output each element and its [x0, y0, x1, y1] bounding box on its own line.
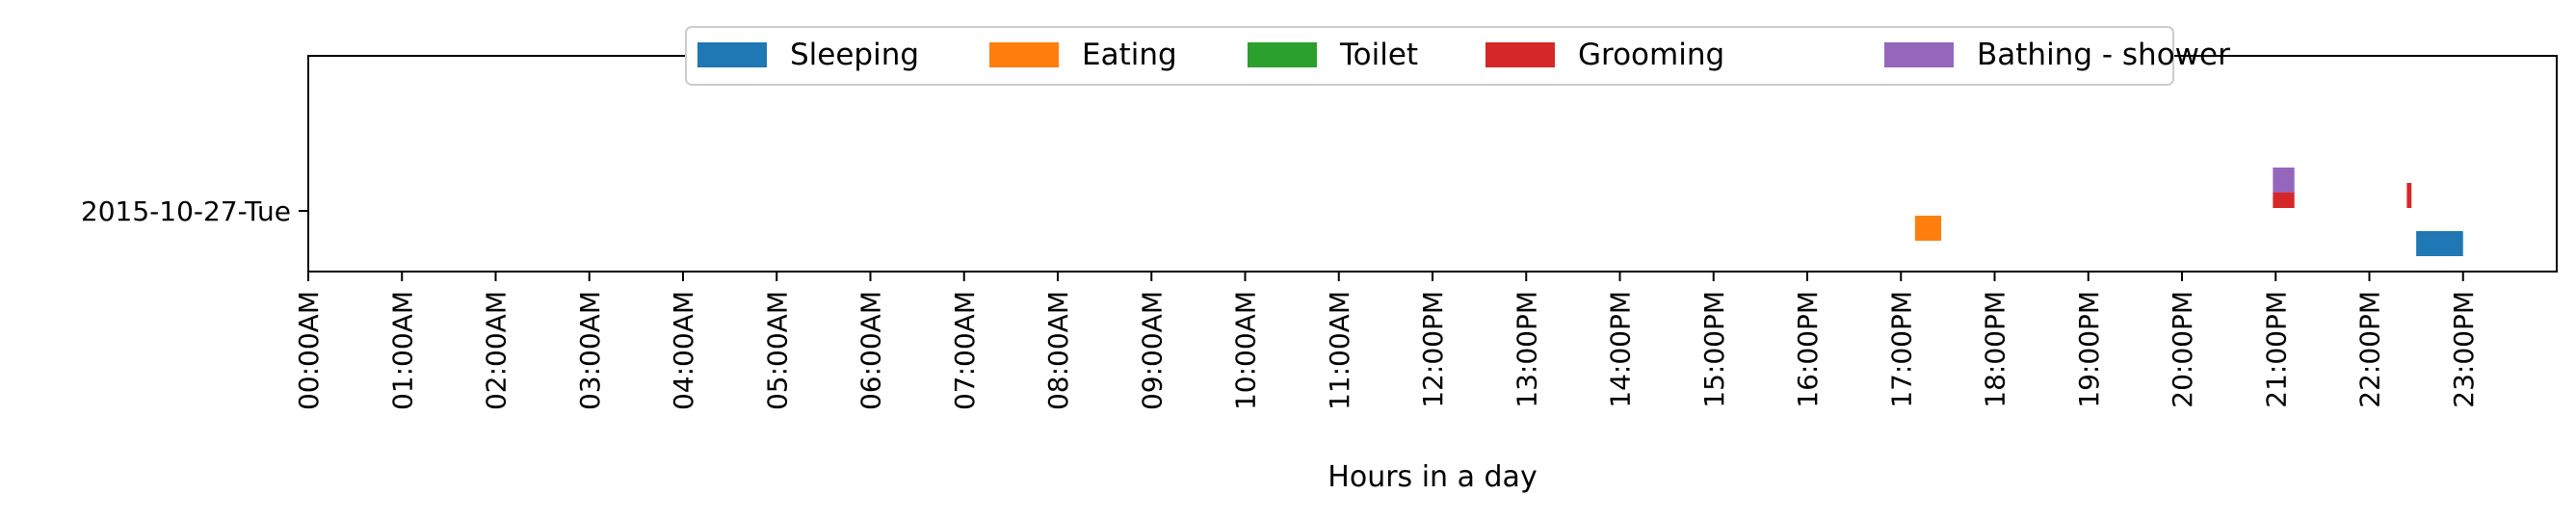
legend: Sleeping Eating Toilet Grooming Bathing - sh… [685, 26, 2230, 86]
activity-bar-bathing-shower [2273, 168, 2295, 193]
x-tick-label: 14:00PM [1605, 291, 1637, 408]
x-tick-label: 10:00AM [1230, 291, 1262, 410]
legend-swatch [1884, 42, 1954, 67]
x-tick-label: 08:00AM [1042, 291, 1074, 410]
plot-area [307, 55, 2558, 273]
legend-frame [685, 26, 2174, 86]
x-tick-label: 07:00AM [949, 291, 981, 410]
x-tick-label: 22:00PM [2354, 291, 2386, 408]
x-tick-label: 11:00AM [1324, 291, 1355, 410]
x-tick-label: 01:00AM [386, 291, 418, 410]
x-tick-label: 03:00AM [574, 291, 606, 410]
y-tick-label: 2015-10-27-Tue [81, 195, 291, 227]
legend-swatch [1248, 42, 1317, 67]
x-tick-label: 02:00AM [481, 291, 513, 410]
activity-bar-grooming [2406, 183, 2412, 208]
x-axis-label: Hours in a day [1327, 460, 1537, 494]
x-tick-label: 04:00AM [668, 291, 699, 410]
y-axis: 2015-10-27-Tue [81, 195, 308, 227]
activity-bar-eating [1914, 216, 1942, 241]
legend-label: Bathing - shower [1977, 38, 2230, 72]
x-tick-label: 09:00AM [1136, 291, 1168, 410]
x-tick-label: 23:00PM [2448, 291, 2480, 408]
x-tick-label: 13:00PM [1511, 291, 1542, 408]
legend-swatch [989, 42, 1059, 67]
x-tick-label: 21:00PM [2260, 291, 2292, 408]
x-tick-label: 00:00AM [293, 291, 325, 410]
activity-bars [1914, 168, 2463, 256]
x-tick-label: 06:00AM [855, 291, 887, 410]
x-tick-label: 19:00PM [2073, 291, 2105, 408]
x-tick-label: 18:00PM [1980, 291, 2011, 408]
x-tick-label: 15:00PM [1698, 291, 1730, 408]
x-tick-label: 20:00PM [2167, 291, 2198, 408]
legend-label: Grooming [1578, 38, 1724, 72]
legend-label: Sleeping [790, 38, 919, 72]
x-tick-label: 16:00PM [1792, 291, 1824, 408]
x-tick-label: 12:00PM [1417, 291, 1449, 408]
legend-label: Toilet [1339, 38, 1418, 72]
x-tick-label: 17:00PM [1885, 291, 1917, 408]
legend-swatch [1485, 42, 1555, 67]
legend-swatch [697, 42, 767, 67]
x-axis: 00:00AM 01:00AM 02:00AM 03:00AM 04:00AM 05:00… [293, 272, 2480, 410]
activity-bar-grooming [2273, 193, 2295, 208]
legend-label: Eating [1082, 38, 1177, 72]
x-tick-label: 05:00AM [761, 291, 793, 410]
activity-bar-sleeping [2416, 231, 2463, 256]
